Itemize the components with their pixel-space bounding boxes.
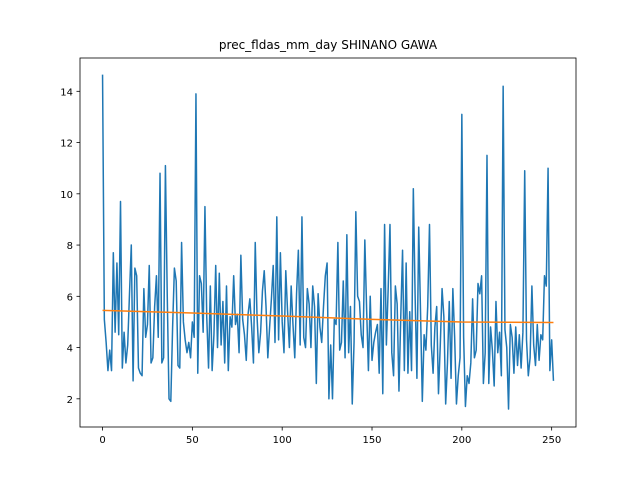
y-tick-label: 2 — [67, 395, 73, 406]
y-tick-label: 8 — [67, 241, 73, 252]
data-line — [101, 74, 555, 410]
y-tick-label: 4 — [67, 344, 73, 355]
plot-frame — [79, 57, 577, 428]
y-tick-label: 14 — [60, 87, 73, 98]
x-tick-label: 250 — [542, 435, 561, 446]
y-tick-label: 6 — [67, 292, 73, 303]
chart-title: prec_fldas_mm_day SHINANO GAWA — [219, 38, 438, 52]
x-tick-label: 200 — [452, 435, 471, 446]
y-tick-label: 10 — [60, 190, 73, 201]
x-tick-label: 0 — [99, 435, 105, 446]
x-tick-label: 150 — [362, 435, 381, 446]
y-tick-label: 12 — [60, 139, 73, 150]
x-tick-label: 50 — [186, 435, 199, 446]
data-line — [102, 309, 554, 324]
x-tick-label: 100 — [273, 435, 292, 446]
